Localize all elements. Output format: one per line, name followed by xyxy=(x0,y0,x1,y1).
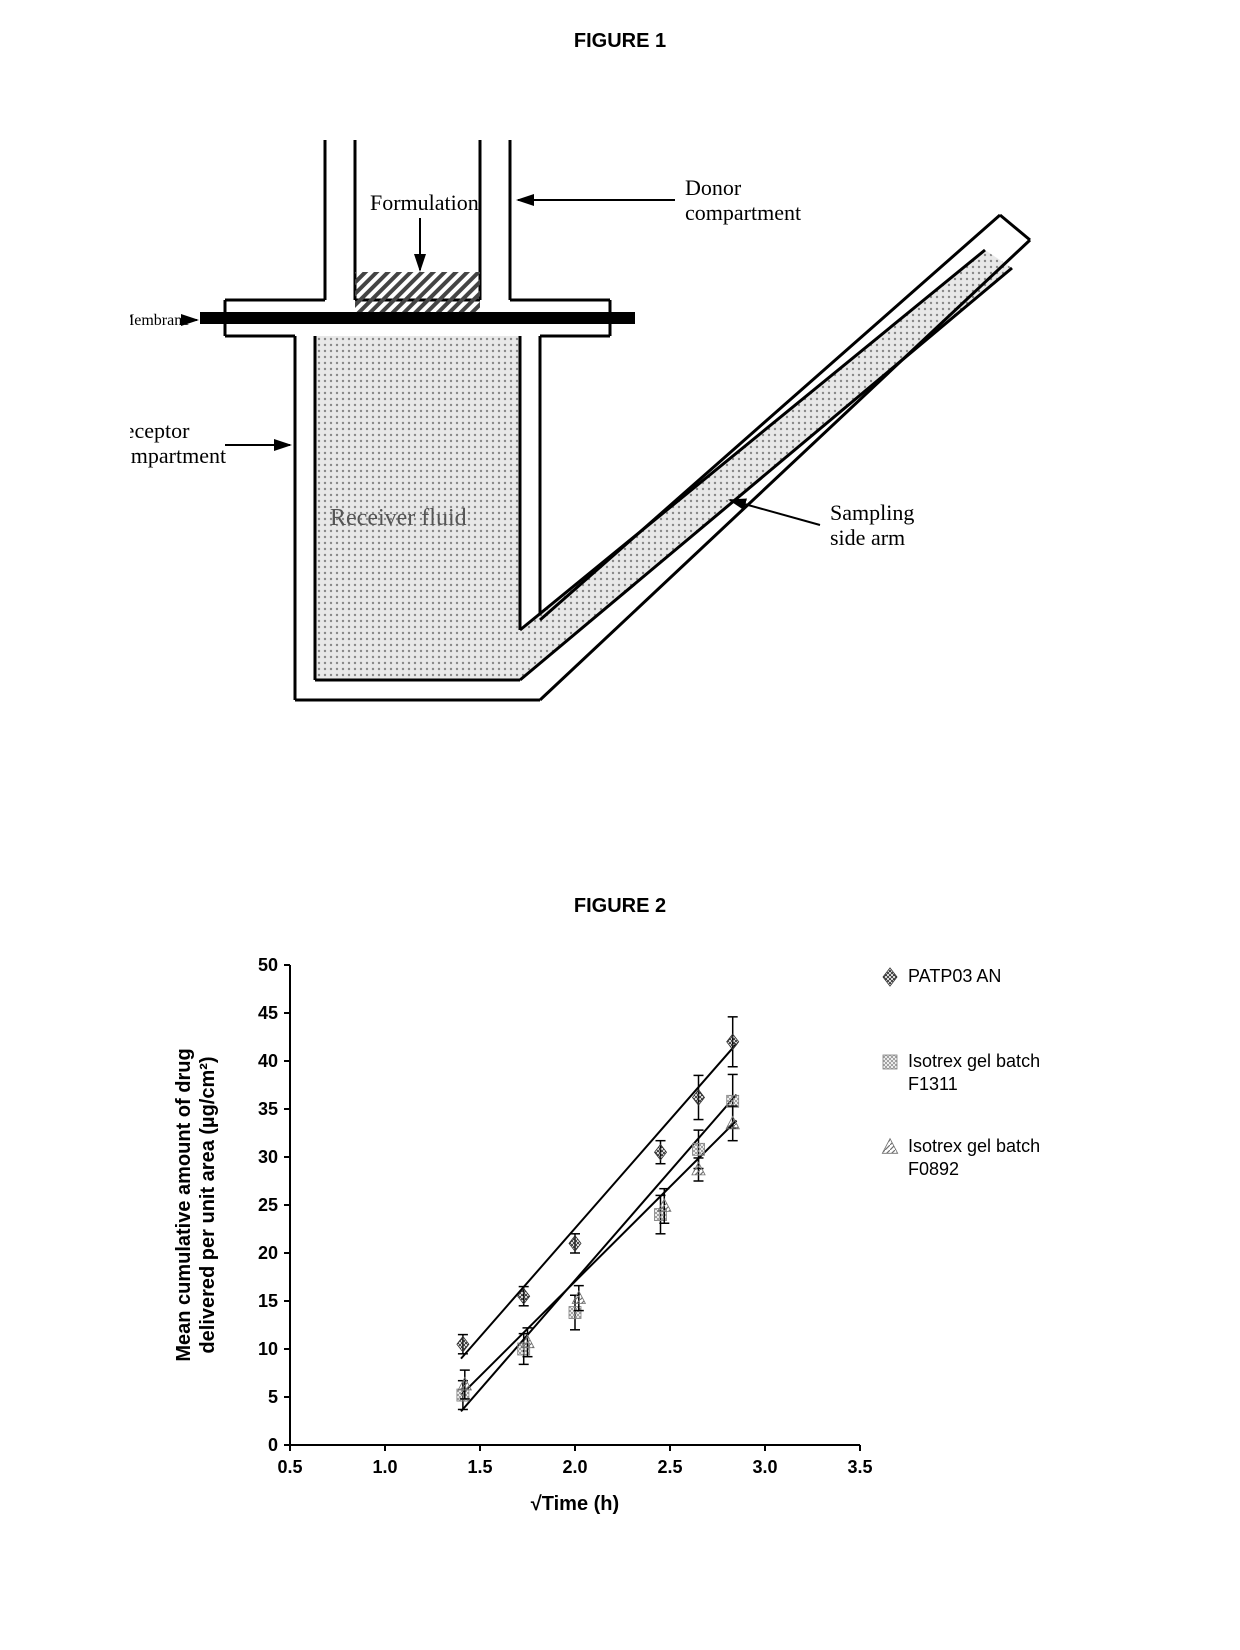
figure2-title: FIGURE 2 xyxy=(574,895,666,918)
svg-text:compartment: compartment xyxy=(130,443,226,468)
figure1-diagram: FormulationDonorcompartmentMembraneRecep… xyxy=(130,120,1090,800)
svg-text:Isotrex gel batch: Isotrex gel batch xyxy=(908,1136,1040,1156)
svg-text:15: 15 xyxy=(258,1291,278,1311)
svg-text:25: 25 xyxy=(258,1195,278,1215)
svg-text:0.5: 0.5 xyxy=(277,1457,302,1477)
svg-text:F0892: F0892 xyxy=(908,1159,959,1179)
svg-text:35: 35 xyxy=(258,1099,278,1119)
svg-text:3.0: 3.0 xyxy=(752,1457,777,1477)
svg-text:compartment: compartment xyxy=(685,200,801,225)
svg-text:5: 5 xyxy=(268,1387,278,1407)
svg-text:Donor: Donor xyxy=(685,175,742,200)
svg-text:3.5: 3.5 xyxy=(847,1457,872,1477)
svg-text:45: 45 xyxy=(258,1003,278,1023)
figure2-chart: 0 5 10 15 20 25 30 35 40 45 50 0.5 1.0 1.5 2.0 2.5 3.0 3.… xyxy=(170,955,1120,1575)
svg-text:40: 40 xyxy=(258,1051,278,1071)
svg-text:1.0: 1.0 xyxy=(372,1457,397,1477)
svg-text:F1311: F1311 xyxy=(908,1074,958,1094)
svg-text:10: 10 xyxy=(258,1339,278,1359)
svg-text:2.0: 2.0 xyxy=(562,1457,587,1477)
svg-text:PATP03 AN: PATP03 AN xyxy=(908,966,1001,986)
svg-text:2.5: 2.5 xyxy=(657,1457,682,1477)
svg-text:√Time (h): √Time (h) xyxy=(531,1493,619,1515)
svg-text:Receiver fluid: Receiver fluid xyxy=(330,505,467,531)
svg-text:Isotrex gel batch: Isotrex gel batch xyxy=(908,1051,1040,1071)
svg-text:Membrane: Membrane xyxy=(130,312,189,329)
svg-text:side arm: side arm xyxy=(830,525,905,550)
svg-text:50: 50 xyxy=(258,955,278,975)
svg-text:30: 30 xyxy=(258,1147,278,1167)
svg-text:Sampling: Sampling xyxy=(830,500,914,525)
svg-text:1.5: 1.5 xyxy=(467,1457,492,1477)
svg-text:Formulation: Formulation xyxy=(370,190,479,215)
svg-text:delivered per unit area (µg/cm: delivered per unit area (µg/cm²) xyxy=(197,1056,219,1353)
figure1-title: FIGURE 1 xyxy=(574,30,666,53)
svg-text:0: 0 xyxy=(268,1435,278,1455)
svg-text:20: 20 xyxy=(258,1243,278,1263)
svg-text:Mean cumulative amount of drug: Mean cumulative amount of drug xyxy=(173,1048,195,1361)
svg-text:Receptor: Receptor xyxy=(130,418,190,443)
